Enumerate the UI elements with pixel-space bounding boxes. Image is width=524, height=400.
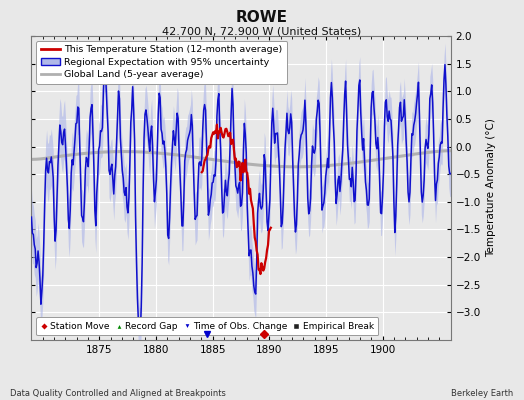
Y-axis label: Temperature Anomaly (°C): Temperature Anomaly (°C) [486,118,496,258]
Text: Data Quality Controlled and Aligned at Breakpoints: Data Quality Controlled and Aligned at B… [10,389,226,398]
Text: Berkeley Earth: Berkeley Earth [451,389,514,398]
Text: ROWE: ROWE [236,10,288,25]
Legend: Station Move, Record Gap, Time of Obs. Change, Empirical Break: Station Move, Record Gap, Time of Obs. C… [36,318,378,336]
Text: 42.700 N, 72.900 W (United States): 42.700 N, 72.900 W (United States) [162,26,362,36]
